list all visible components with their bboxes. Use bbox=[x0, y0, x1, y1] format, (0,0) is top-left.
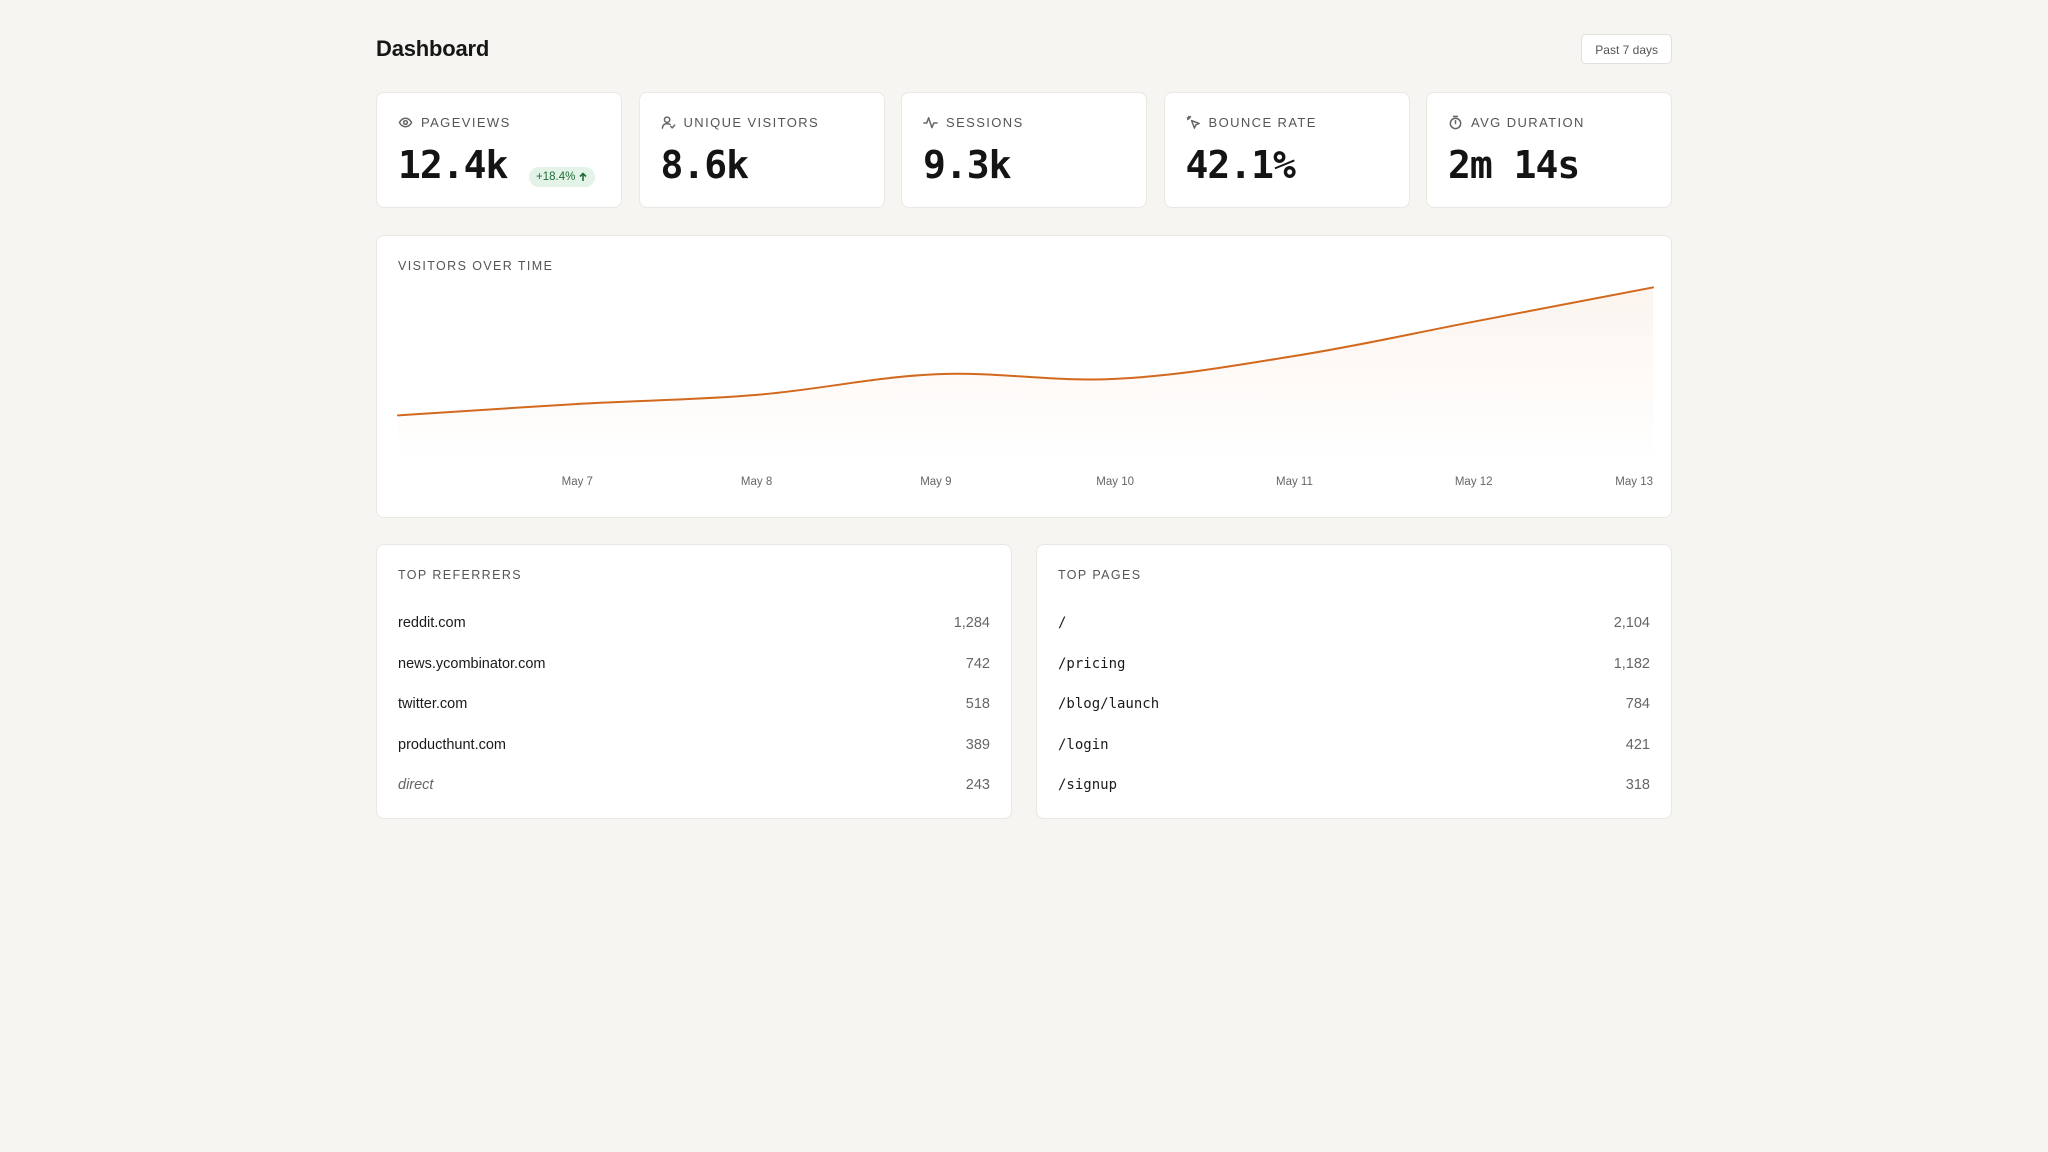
list-item[interactable]: /pricing 1,182 bbox=[1058, 644, 1650, 685]
page-path: / bbox=[1058, 615, 1067, 632]
list-item[interactable]: / 2,104 bbox=[1058, 603, 1650, 644]
referrer-count: 1,284 bbox=[953, 615, 990, 632]
dashboard-container: Dashboard Past 7 days PAGEVIEWS 12.4k +1… bbox=[376, 0, 1672, 819]
page-count: 318 bbox=[1625, 777, 1650, 794]
list-item[interactable]: producthunt.com 389 bbox=[398, 725, 990, 766]
series-line bbox=[397, 286, 1654, 417]
stat-label: PAGEVIEWS bbox=[398, 115, 511, 130]
page-count: 2,104 bbox=[1613, 615, 1650, 632]
arrow-up-icon bbox=[579, 172, 587, 181]
referrer-name: producthunt.com bbox=[398, 736, 507, 753]
x-tick-label: May 12 bbox=[1455, 476, 1493, 488]
stat-card-pageviews: PAGEVIEWS 12.4k +18.4% bbox=[376, 92, 622, 208]
list-item[interactable]: direct 243 bbox=[398, 765, 990, 806]
eye-icon bbox=[398, 117, 413, 128]
visitors-chart-card: May 7 May 8 May 9 May 10 May 11 May 12 May 13 … bbox=[376, 235, 1672, 518]
x-tick-label: May 13 bbox=[1615, 476, 1653, 488]
page-path: /login bbox=[1058, 736, 1109, 753]
referrer-count: 518 bbox=[965, 696, 990, 713]
change-badge: +18.4% bbox=[529, 167, 596, 187]
stat-card-sessions: SESSIONS 9.3k bbox=[901, 92, 1147, 208]
stat-label-text: SESSIONS bbox=[946, 115, 1024, 130]
stat-label-text: BOUNCE RATE bbox=[1208, 115, 1317, 130]
stat-value: 42.1% bbox=[1185, 143, 1296, 187]
referrer-name: news.ycombinator.com bbox=[398, 655, 546, 672]
x-tick-label: May 9 bbox=[920, 476, 951, 488]
page-path: /signup bbox=[1058, 777, 1118, 794]
stat-label: AVG DURATION bbox=[1448, 115, 1585, 130]
stat-label-text: UNIQUE VISITORS bbox=[683, 115, 820, 130]
stat-card-avg-duration: AVG DURATION 2m 14s bbox=[1426, 92, 1672, 208]
top-referrers-card: TOP REFERRERS reddit.com 1,284 news.ycom… bbox=[376, 544, 1012, 819]
pages-list: / 2,104 /pricing 1,182 /blog/launch 784 … bbox=[1058, 603, 1650, 806]
page-title: Dashboard bbox=[376, 36, 490, 61]
stat-value: 9.3k bbox=[923, 143, 1012, 187]
referrer-count: 742 bbox=[965, 655, 990, 672]
visitors-chart: May 7 May 8 May 9 May 10 May 11 May 12 May 13 bbox=[397, 286, 1654, 488]
stat-label: UNIQUE VISITORS bbox=[661, 115, 820, 130]
stat-value: 8.6k bbox=[660, 143, 750, 187]
stat-label: SESSIONS bbox=[923, 115, 1024, 130]
referrers-list: reddit.com 1,284 news.ycombinator.com 74… bbox=[398, 603, 990, 806]
referrers-title: TOP REFERRERS bbox=[398, 568, 523, 582]
page-path: /pricing bbox=[1058, 655, 1126, 672]
change-badge-text: +18.4% bbox=[536, 171, 576, 183]
page-count: 1,182 bbox=[1613, 655, 1650, 672]
list-item[interactable]: /login 421 bbox=[1058, 725, 1650, 766]
date-range-button[interactable]: Past 7 days bbox=[1581, 34, 1672, 64]
stat-value: 2m 14s bbox=[1448, 143, 1580, 187]
x-tick-label: May 10 bbox=[1096, 476, 1134, 488]
activity-icon bbox=[923, 117, 938, 129]
x-tick-label: May 8 bbox=[741, 476, 772, 488]
referrer-count: 389 bbox=[965, 736, 990, 753]
pages-title: TOP PAGES bbox=[1058, 568, 1142, 582]
stat-label: BOUNCE RATE bbox=[1186, 115, 1317, 130]
chart-area bbox=[398, 287, 1653, 461]
list-item[interactable]: /signup 318 bbox=[1058, 765, 1650, 806]
referrer-name: reddit.com bbox=[398, 615, 466, 632]
header: Dashboard Past 7 days bbox=[376, 0, 1672, 100]
x-tick-label: May 11 bbox=[1276, 476, 1313, 488]
stat-card-bounce-rate: BOUNCE RATE 42.1% bbox=[1163, 92, 1410, 208]
list-item[interactable]: /blog/launch 784 bbox=[1058, 684, 1650, 725]
stopwatch-icon bbox=[1449, 115, 1462, 130]
list-item[interactable]: reddit.com 1,284 bbox=[398, 603, 990, 644]
referrer-count: 243 bbox=[965, 777, 990, 794]
list-item[interactable]: twitter.com 518 bbox=[398, 684, 990, 725]
stat-card-unique-visitors: UNIQUE VISITORS 8.6k bbox=[638, 92, 885, 208]
page-count: 784 bbox=[1625, 696, 1650, 713]
page-count: 421 bbox=[1625, 736, 1650, 753]
stat-label-text: PAGEVIEWS bbox=[421, 115, 511, 130]
page-path: /blog/launch bbox=[1058, 696, 1160, 713]
pointer-icon bbox=[1186, 115, 1200, 129]
x-tick-label: May 7 bbox=[562, 476, 593, 488]
referrer-name: direct bbox=[398, 777, 434, 794]
list-item[interactable]: news.ycombinator.com 742 bbox=[398, 644, 990, 685]
stat-label-text: AVG DURATION bbox=[1471, 115, 1585, 130]
top-pages-card: TOP PAGES / 2,104 /pricing 1,182 /blog/l… bbox=[1036, 544, 1672, 819]
user-icon bbox=[661, 116, 675, 129]
referrer-name: twitter.com bbox=[398, 696, 468, 713]
chart-title: VISITORS OVER TIME bbox=[398, 259, 554, 273]
stat-value: 12.4k bbox=[398, 143, 508, 187]
